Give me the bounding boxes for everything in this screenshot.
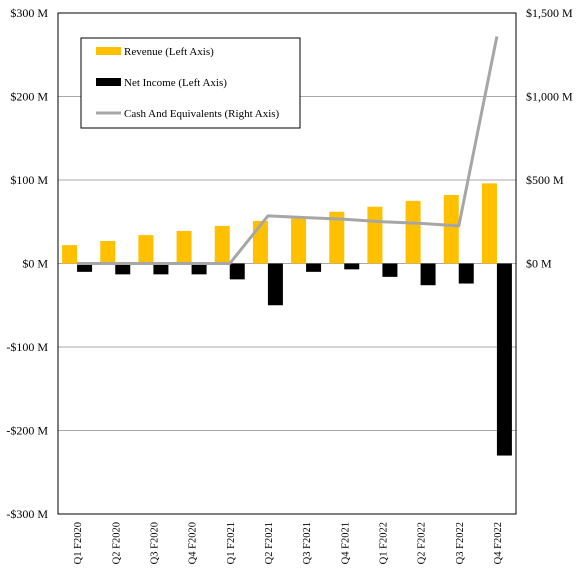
left-axis-tick-label: $100 M xyxy=(10,173,48,187)
category-label: Q4 F2020 xyxy=(188,522,199,564)
category-label: Q1 F2022 xyxy=(378,522,389,564)
net-income-bar xyxy=(77,263,93,272)
revenue-bar xyxy=(291,216,307,264)
category-label: Q2 F2020 xyxy=(111,522,122,564)
legend-label: Net Income (Left Axis) xyxy=(124,77,227,89)
category-label: Q1 F2020 xyxy=(73,522,84,564)
net-income-bar xyxy=(382,263,398,277)
revenue-bar xyxy=(367,206,383,264)
net-income-bar xyxy=(191,263,207,275)
revenue-bar xyxy=(329,211,345,264)
revenue-bar xyxy=(62,245,78,264)
left-axis-tick-label: $200 M xyxy=(10,90,48,104)
revenue-bar xyxy=(443,195,459,264)
category-label: Q3 F2021 xyxy=(302,522,313,564)
net-income-bar xyxy=(496,263,512,456)
category-label: Q4 F2021 xyxy=(340,522,351,564)
right-axis-tick-label: $1,500 M xyxy=(526,6,573,20)
right-axis-tick-label: $500 M xyxy=(526,173,564,187)
category-label: Q3 F2020 xyxy=(149,522,160,564)
revenue-bar xyxy=(214,225,230,264)
legend-label: Revenue (Left Axis) xyxy=(124,46,214,58)
net-income-bar xyxy=(115,263,131,275)
revenue-bar xyxy=(176,230,192,264)
net-income-bar xyxy=(153,263,169,275)
category-label: Q3 F2022 xyxy=(455,522,466,564)
left-axis-tick-label: -$100 M xyxy=(6,340,48,354)
left-axis-tick-label: -$300 M xyxy=(6,507,48,521)
revenue-bar xyxy=(481,183,497,264)
right-axis-tick-label: $0 M xyxy=(526,257,552,271)
category-label: Q1 F2021 xyxy=(226,522,237,564)
net-income-bar xyxy=(306,263,322,272)
revenue-bar xyxy=(405,200,421,264)
cash-line xyxy=(77,36,499,265)
net-income-bar xyxy=(229,263,245,280)
net-income-bar xyxy=(458,263,474,284)
left-axis-tick-label: $0 M xyxy=(22,257,48,271)
left-axis-tick-label: -$200 M xyxy=(6,424,48,438)
net-income-bar xyxy=(267,263,283,306)
revenue-bar xyxy=(100,240,116,264)
net-income-bar xyxy=(420,263,436,286)
left-axis-tick-label: $300 M xyxy=(10,6,48,20)
right-axis-tick-label: $1,000 M xyxy=(526,90,573,104)
net-income-bar xyxy=(344,263,360,270)
legend-swatch-revenue xyxy=(96,47,121,55)
legend-swatch-net-income xyxy=(96,78,121,86)
revenue-bar xyxy=(138,235,154,264)
legend-label: Cash And Equivalents (Right Axis) xyxy=(124,108,280,120)
category-label: Q2 F2021 xyxy=(264,522,275,564)
plot-area xyxy=(57,12,517,515)
category-label: Q4 F2022 xyxy=(493,522,504,564)
category-label: Q2 F2022 xyxy=(417,522,428,564)
